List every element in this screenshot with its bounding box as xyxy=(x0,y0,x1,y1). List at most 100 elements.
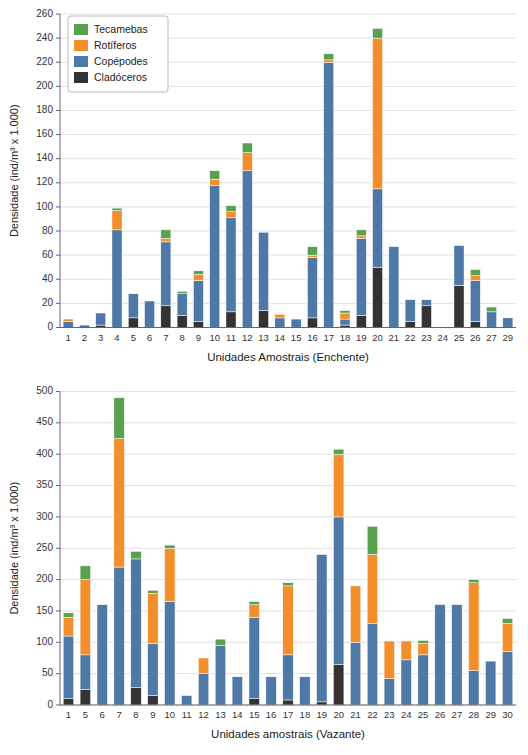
legend-label: Copépodes xyxy=(94,55,148,67)
y-tick xyxy=(56,303,60,304)
bar-segment xyxy=(249,699,259,705)
bar-segment xyxy=(131,559,141,688)
y-tick xyxy=(56,610,60,611)
bar-segment xyxy=(469,580,479,583)
bar-segment xyxy=(161,238,171,242)
bar-segment xyxy=(356,236,366,238)
bar-segment xyxy=(485,661,495,662)
x-tick-label: 13 xyxy=(215,709,226,720)
grid-line xyxy=(60,231,516,232)
bar-segment xyxy=(283,586,293,655)
y-tick-label: 250 xyxy=(36,542,53,553)
bar-segment xyxy=(421,300,431,306)
x-tick-label: 5 xyxy=(83,709,88,720)
y-tick-label: 350 xyxy=(36,479,53,490)
bar-segment xyxy=(232,676,242,677)
legend-label: Tecamebas xyxy=(94,23,148,35)
bar-segment xyxy=(324,62,334,327)
x-tick-label: 17 xyxy=(323,332,334,343)
bar-segment xyxy=(128,293,138,294)
bar-segment xyxy=(485,661,495,662)
x-tick-label: 16 xyxy=(307,332,318,343)
bar-segment xyxy=(283,583,293,586)
bar-segment xyxy=(63,613,73,617)
bar-segment xyxy=(487,312,497,328)
x-tick-label: 19 xyxy=(316,709,327,720)
bar-segment xyxy=(148,644,158,696)
x-tick-label: 29 xyxy=(503,332,514,343)
bar-segment xyxy=(198,658,208,674)
x-tick-label: 24 xyxy=(437,332,448,343)
x-axis xyxy=(60,327,516,328)
bar-segment xyxy=(63,319,73,320)
legend-swatch xyxy=(74,56,88,67)
bar-segment xyxy=(300,677,310,705)
bar-segment xyxy=(502,623,512,651)
y-tick xyxy=(56,134,60,135)
y-tick-label: 20 xyxy=(42,297,54,308)
grid-line xyxy=(60,158,516,159)
x-tick-label: 1 xyxy=(66,709,71,720)
bar-segment xyxy=(405,299,415,300)
x-tick-label: 22 xyxy=(367,709,378,720)
bar-segment xyxy=(97,604,107,605)
x-tick-label: 30 xyxy=(502,709,513,720)
bar-segment xyxy=(384,641,394,642)
x-tick-label: 25 xyxy=(454,332,465,343)
bar-segment xyxy=(148,593,158,643)
bar-segment xyxy=(259,232,269,233)
bar-segment xyxy=(131,687,141,705)
bar-segment xyxy=(181,695,191,696)
bar-segment xyxy=(356,238,366,315)
y-tick xyxy=(56,206,60,207)
bar-segment xyxy=(210,179,220,185)
bar-segment xyxy=(198,657,208,658)
grid-line xyxy=(60,14,516,15)
bar-segment xyxy=(401,641,411,642)
bar-segment xyxy=(317,555,327,702)
bar-segment xyxy=(384,679,394,705)
grid-line xyxy=(60,422,516,423)
bar-segment xyxy=(242,153,252,171)
bar-segment xyxy=(177,315,187,327)
y-tick xyxy=(56,642,60,643)
bar-segment xyxy=(80,580,90,655)
y-tick-label: 120 xyxy=(36,176,53,187)
bar-segment xyxy=(502,618,512,623)
bar-segment xyxy=(356,230,366,236)
x-tick-label: 12 xyxy=(242,332,253,343)
bar-segment xyxy=(193,274,203,280)
bars xyxy=(63,398,513,705)
bar-segment xyxy=(79,325,89,326)
bar-segment xyxy=(452,604,462,605)
figure: 0204060801001201401601802002202402601234… xyxy=(0,0,528,755)
bar-segment xyxy=(63,321,73,327)
x-tick-label: 27 xyxy=(452,709,463,720)
x-tick-label: 15 xyxy=(249,709,260,720)
bar-segment xyxy=(350,586,360,642)
y-tick xyxy=(56,158,60,159)
bar-segment xyxy=(242,171,252,328)
y-tick-label: 0 xyxy=(47,321,53,332)
legend-label: Rotíferos xyxy=(94,39,137,51)
y-tick-label: 500 xyxy=(36,385,53,396)
bar-segment xyxy=(266,677,276,705)
grid-line xyxy=(60,255,516,256)
legend-box xyxy=(68,16,168,92)
x-tick-label: 21 xyxy=(389,332,400,343)
x-axis-label: Unidades amostrais (Vazante) xyxy=(211,728,365,740)
y-tick-label: 100 xyxy=(36,636,53,647)
bar-segment xyxy=(485,661,495,705)
bar-segment xyxy=(181,695,191,696)
bar-segment xyxy=(487,307,497,312)
y-tick-label: 160 xyxy=(36,128,53,139)
bar-segment xyxy=(405,299,415,300)
y-tick-label: 400 xyxy=(36,448,53,459)
bar-segment xyxy=(80,566,90,580)
chart: 0204060801001201401601802002202402601234… xyxy=(8,8,516,363)
bar-segment xyxy=(389,246,399,247)
bar-segment xyxy=(503,317,513,318)
y-tick-label: 60 xyxy=(42,249,54,260)
grid-line xyxy=(60,548,516,549)
x-tick-label: 10 xyxy=(209,332,220,343)
